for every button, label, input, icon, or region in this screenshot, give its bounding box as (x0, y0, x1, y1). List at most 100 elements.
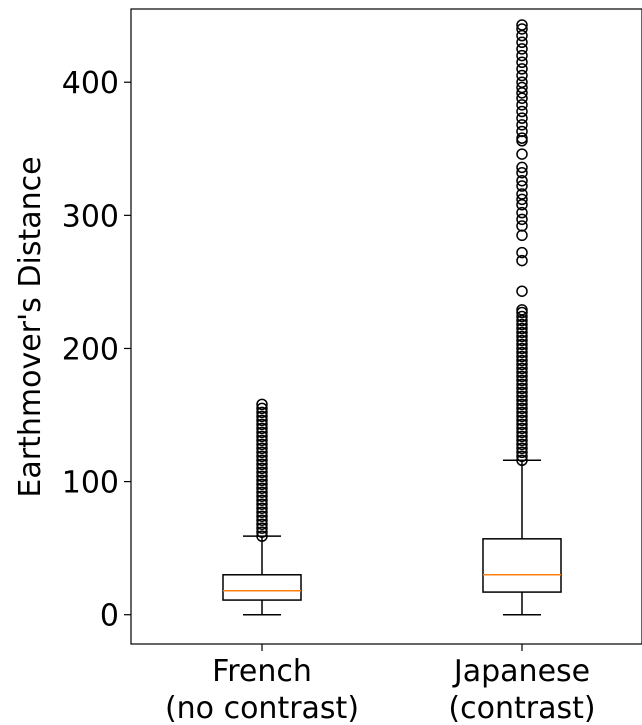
outlier-point (256, 406, 268, 419)
outlier-point (256, 526, 268, 538)
outlier-point (516, 334, 528, 347)
outlier-point (256, 490, 268, 502)
outlier-point (256, 530, 268, 542)
outlier-point (256, 474, 268, 487)
outlier-point (516, 442, 528, 455)
outlier-point (516, 148, 528, 160)
outlier-point (516, 406, 528, 419)
outlier-point (256, 454, 268, 467)
outlier-point (256, 486, 268, 498)
outlier-point (516, 69, 528, 82)
outlier-point (516, 446, 528, 459)
outlier-point (516, 180, 528, 192)
outlier-point (516, 119, 528, 131)
outlier-point (516, 56, 528, 68)
outlier-point (516, 346, 528, 359)
outlier-point (516, 430, 528, 443)
outlier-point (516, 454, 528, 467)
x-tick-label-line2: (no contrast) (165, 691, 359, 725)
outlier-point (516, 434, 528, 447)
outlier-point (516, 36, 528, 49)
outlier-point (256, 434, 268, 447)
outlier-point (516, 76, 528, 88)
x-axis: French(no contrast) Japanese(contrast) (165, 644, 596, 725)
outlier-point (256, 414, 268, 427)
outlier-point (256, 462, 268, 475)
outlier-point (516, 418, 528, 431)
y-tick-label: 200 (62, 332, 119, 367)
outlier-point (516, 350, 528, 363)
outlier-point (516, 410, 528, 423)
outlier-point (256, 506, 268, 518)
outlier-point (516, 330, 528, 343)
y-tick-label: 100 (62, 466, 119, 501)
outlier-point (256, 450, 268, 463)
outlier-point (256, 478, 268, 491)
box-group (482, 19, 562, 616)
outlier-point (516, 99, 528, 111)
outlier-point (516, 326, 528, 339)
outlier-point (516, 220, 528, 232)
outlier-point (256, 510, 268, 522)
outlier-point (256, 442, 268, 455)
outlier-point (256, 426, 268, 439)
box-series (222, 19, 562, 616)
outlier-point (516, 304, 528, 316)
outlier-point (516, 422, 528, 435)
outlier-point (256, 498, 268, 510)
outlier-point (256, 398, 268, 411)
x-tick-label-line1: French (212, 654, 312, 689)
outlier-point (256, 430, 268, 443)
outlier-point (256, 446, 268, 459)
outlier-point (516, 254, 528, 267)
outlier-point (516, 43, 528, 55)
outlier-point (516, 285, 528, 297)
outlier-point (516, 318, 528, 331)
outlier-point (516, 49, 528, 62)
outlier-point (256, 522, 268, 534)
box-group (222, 398, 302, 616)
outlier-point (516, 213, 528, 226)
outlier-point (516, 426, 528, 439)
outlier-point (256, 418, 268, 431)
outlier-point (256, 502, 268, 514)
outlier-point (516, 166, 528, 179)
outlier-point (516, 394, 528, 407)
outlier-point (256, 518, 268, 530)
outlier-point (516, 370, 528, 383)
y-axis: 0 100 200 300 400 (62, 66, 131, 634)
outlier-point (516, 188, 528, 200)
outlier-point (516, 206, 528, 219)
outlier-point (516, 132, 528, 144)
outlier-point (256, 410, 268, 423)
outlier-point (516, 342, 528, 355)
outlier-point (516, 366, 528, 379)
outlier-point (516, 374, 528, 387)
outlier-point (516, 362, 528, 375)
outlier-point (516, 322, 528, 335)
outlier-point (516, 23, 528, 35)
outlier-point (516, 310, 528, 323)
outlier-point (516, 19, 528, 31)
outlier-point (516, 414, 528, 427)
outlier-point (516, 125, 528, 138)
outlier-point (516, 105, 528, 118)
outlier-point (516, 382, 528, 395)
outlier-point (516, 246, 528, 259)
outlier-point (516, 358, 528, 371)
outlier-point (516, 378, 528, 391)
outlier-point (256, 482, 268, 494)
iqr-box (482, 538, 562, 593)
outlier-point (516, 450, 528, 463)
outlier-point (256, 466, 268, 479)
outlier-point (516, 63, 528, 75)
outlier-point (256, 438, 268, 451)
y-tick-label: 0 (100, 599, 119, 634)
outlier-point (256, 514, 268, 526)
outlier-point (516, 354, 528, 367)
outlier-point (256, 402, 268, 415)
iqr-box (222, 574, 302, 601)
outlier-point (516, 390, 528, 403)
outlier-point (256, 494, 268, 506)
